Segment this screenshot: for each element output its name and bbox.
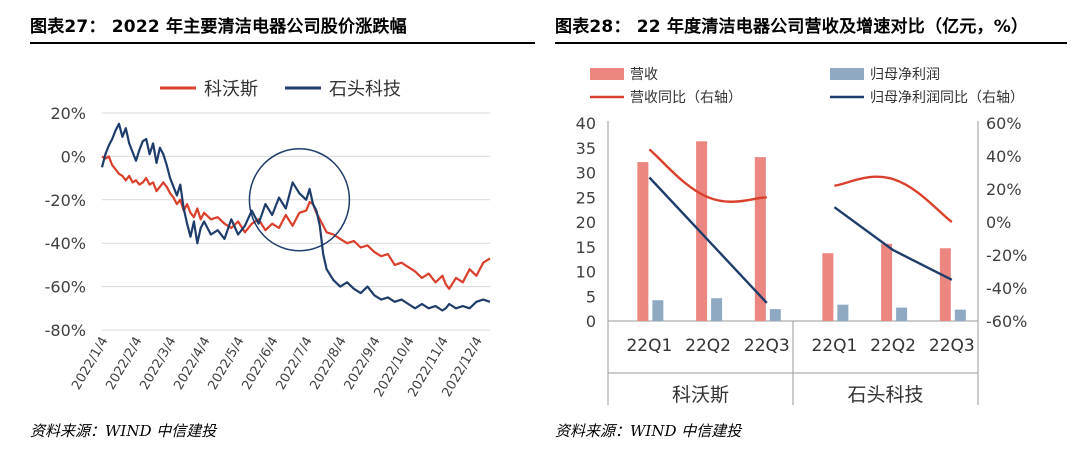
legend-label: 科沃斯 [204,79,258,100]
revenue-bar [754,157,766,321]
profit-yoy-line [648,176,768,304]
revenue-comparison-chart: 0 5 10 15 20 25 30 35 40 60% 40% 20% 0% -20% -40% -60% 2… [576,66,1027,405]
category-label: 22Q1 [811,336,857,356]
category-label: 22Q3 [744,336,790,356]
group-label: 科沃斯 [672,384,729,405]
right-figure-title: 图表28： 22 年度清洁电器公司营收及增速对比（亿元，%） [555,17,1029,37]
y-tick-label: 35 [576,139,596,158]
profit-bar [954,309,966,321]
revenue-yoy-line [834,175,953,223]
category-label: 22Q2 [870,336,916,356]
y2-tick-label: -40% [986,279,1027,298]
y-tick-label: -80% [45,321,86,340]
y2-tick-label: -20% [986,246,1027,265]
revenue-bar [822,253,834,321]
right-title-rule [555,42,1067,44]
left-figure-title: 图表27： 2022 年主要清洁电器公司股价涨跌幅 [30,17,407,37]
profit-bar [896,307,908,321]
left-source-note: 资料来源：WIND 中信建投 [30,422,217,440]
y-tick-label: 0 [586,312,596,331]
legend-swatch [590,68,624,80]
y-tick-label: 20% [50,104,86,123]
highlight-circle [248,148,351,252]
revenue-bar [939,248,951,321]
y-tick-label: 20 [576,213,596,232]
y-tick-label: -60% [45,278,86,297]
profit-bar [769,309,781,321]
y-tick-label: -20% [45,191,86,210]
series-line [101,155,491,290]
right-source-note: 资料来源：WIND 中信建投 [555,422,742,440]
profit-bar [837,304,849,321]
y-tick-label: 40 [576,114,596,133]
left-title-rule [30,42,535,44]
y2-tick-label: -60% [986,312,1027,331]
y2-tick-label: 40% [986,147,1022,166]
y2-tick-label: 20% [986,180,1022,199]
revenue-bar [696,141,708,321]
stock-price-chart: 20%0%-20%-40%-60%-80%2022/1/42022/2/4202… [45,79,491,400]
legend-label: 营收 [630,67,658,83]
revenue-bar [637,162,649,321]
revenue-bar [881,243,893,321]
profit-bar [652,300,664,321]
legend-label: 归母净利润 [870,66,940,83]
y2-tick-label: 60% [986,114,1022,133]
legend-swatch [830,68,864,80]
revenue-yoy-line [648,148,767,203]
y-tick-label: 25 [576,188,596,207]
legend-label: 归母净利润同比（右轴） [870,89,1024,106]
y-tick-label: 30 [576,164,596,183]
series-line [100,122,491,312]
profit-yoy-line [833,206,953,281]
y-tick-label: 15 [576,238,596,257]
profit-bar [711,298,723,321]
legend-label: 石头科技 [329,79,401,100]
category-label: 22Q3 [929,336,975,356]
y-tick-label: -40% [45,234,86,253]
category-label: 22Q1 [626,336,672,356]
y-tick-label: 10 [576,263,596,282]
legend-label: 营收同比（右轴） [630,90,742,106]
category-label: 22Q2 [685,336,731,356]
y-tick-label: 5 [586,287,596,306]
y2-tick-label: 0% [986,213,1011,232]
y-tick-label: 0% [61,147,86,166]
group-label: 石头科技 [847,384,923,405]
